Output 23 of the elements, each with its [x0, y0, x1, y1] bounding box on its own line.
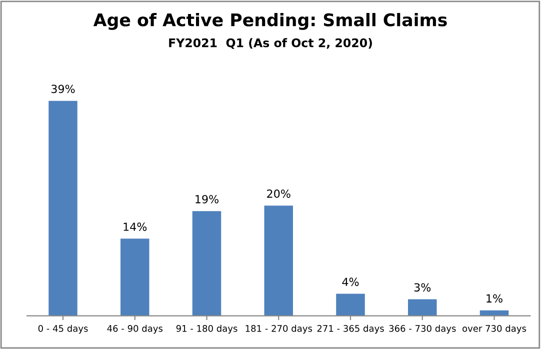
bar — [264, 206, 293, 316]
bar — [408, 299, 437, 316]
data-label: 39% — [51, 84, 75, 94]
bar — [48, 100, 78, 316]
data-label: 20% — [267, 189, 290, 198]
x-tick-label: 366 - 730 days — [389, 324, 456, 334]
x-tick-label: 271 - 365 days — [317, 324, 384, 334]
bar — [336, 294, 365, 316]
data-label: 19% — [196, 194, 218, 204]
x-tick-label: over 730 days — [462, 324, 526, 334]
x-tick-label: 0 - 45 days — [38, 324, 88, 334]
data-label: 3% — [414, 283, 431, 292]
x-tick-label: 46 - 90 days — [107, 324, 162, 334]
bar — [480, 310, 509, 316]
chart-subtitle: FY2021 Q1 (As of Oct 2, 2020) — [169, 38, 372, 49]
bar — [192, 211, 222, 316]
x-tick-label: 181 - 270 days — [246, 324, 312, 334]
x-tick-label: 91 - 180 days — [176, 324, 238, 334]
data-label: 4% — [342, 278, 359, 286]
chart-title: Age of Active Pending: Small Claims — [93, 12, 447, 30]
bar — [120, 238, 150, 316]
data-label: 14% — [124, 222, 147, 231]
data-label: 1% — [486, 294, 502, 303]
